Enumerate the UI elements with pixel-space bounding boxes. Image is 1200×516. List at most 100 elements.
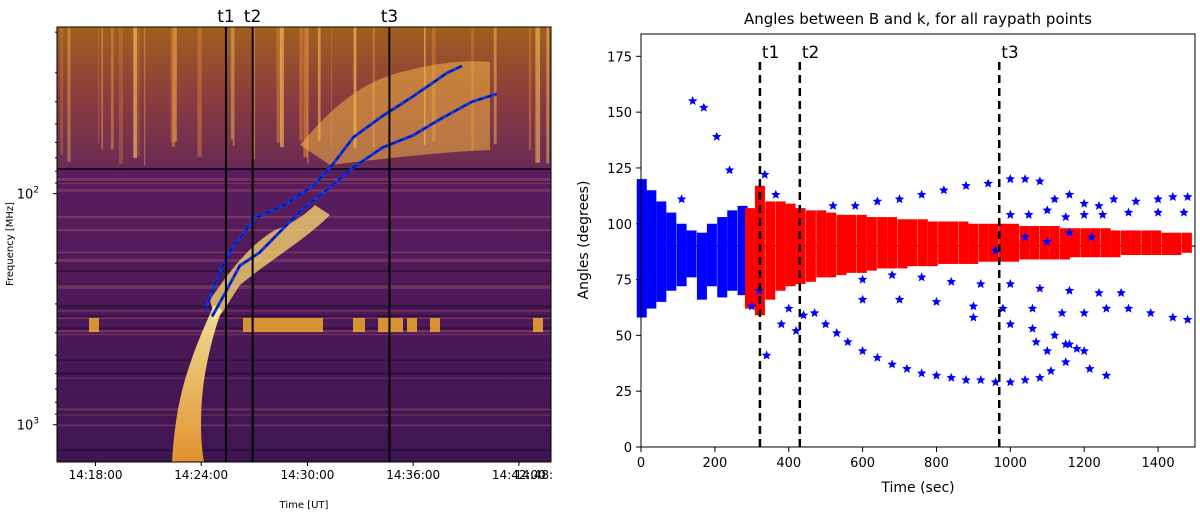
angle-star: [712, 131, 722, 141]
red-columns-column: [1059, 228, 1070, 260]
hf-vertical-stripe: [97, 27, 100, 143]
red-columns-column: [1120, 230, 1131, 256]
angle-star: [1145, 308, 1156, 318]
band-boundary: [57, 168, 551, 170]
angle-star: [1064, 189, 1075, 199]
hf-vertical-stripe: [330, 27, 333, 147]
lf-horizontal-stripe: [57, 414, 551, 416]
blue-columns-column: [706, 223, 717, 287]
angle-star: [747, 301, 757, 311]
red-columns-column: [917, 219, 928, 267]
burst-hf-glow: [300, 61, 490, 165]
red-columns-column: [999, 223, 1010, 262]
right-y-axis-label: Angles (degrees): [576, 181, 592, 300]
angle-star: [1005, 319, 1016, 329]
red-columns-column: [948, 221, 959, 264]
left-x-tick-label: 14:36:00: [386, 468, 440, 482]
tick-base: 10: [17, 188, 34, 203]
angle-star: [1168, 312, 1178, 322]
angle-star: [961, 375, 971, 385]
angle-star: [1079, 198, 1089, 208]
right-x-tick-label: 1400: [1142, 456, 1175, 471]
time-markers: [224, 27, 391, 462]
time-marker-label-t3: t3: [1001, 43, 1018, 63]
red-columns-column: [1161, 232, 1172, 256]
angle-star: [894, 194, 905, 204]
angle-star: [820, 319, 831, 329]
hf-vertical-stripe: [144, 27, 146, 166]
red-columns-column: [988, 223, 999, 262]
angle-star: [676, 194, 687, 204]
red-columns-column: [1019, 225, 1030, 260]
red-columns-column: [938, 221, 949, 264]
angle-star: [1097, 209, 1108, 219]
left-x-axis-label: Time [UT]: [279, 500, 329, 511]
red-columns-column: [856, 214, 867, 273]
red-columns-column: [826, 212, 837, 278]
red-columns-column: [907, 219, 918, 267]
red-columns-column: [968, 223, 979, 264]
time-marker-labels: t1 t2 t3: [217, 7, 398, 27]
angle-star: [916, 272, 927, 282]
right-y-tick-label: 125: [607, 162, 632, 177]
hf-vertical-stripe: [535, 27, 541, 163]
red-columns-column: [805, 210, 816, 282]
lf-horizontal-stripe: [57, 287, 551, 289]
angle-star: [1079, 209, 1089, 219]
hf-vertical-stripe: [299, 27, 303, 141]
left-x-tick-label: 14:24:00: [174, 468, 228, 482]
blue-columns-column: [737, 205, 748, 296]
right-axes-frame: [640, 33, 1196, 448]
lf-horizontal-stripe: [57, 408, 551, 411]
hf-vertical-stripe: [493, 27, 497, 145]
burst-lf-glow: [210, 205, 330, 320]
tick-base: 10: [17, 419, 34, 434]
angle-star: [990, 377, 1001, 387]
lf-horizontal-stripe: [57, 259, 551, 262]
red-columns-column: [785, 203, 796, 287]
angle-star: [976, 375, 986, 385]
angle-star: [1072, 343, 1082, 353]
angle-star: [1109, 194, 1119, 204]
hf-vertical-stripe: [546, 27, 550, 164]
angle-star: [1131, 196, 1141, 206]
blue-columns-column: [646, 190, 657, 309]
angle-scatter-panel: t1 t2 t3 0 200 400 600 800 1000 1200 1400 0 25 50 75…: [576, 10, 1196, 496]
lf-horizontal-stripe: [57, 305, 551, 309]
angle-star: [857, 346, 868, 356]
lf-horizontal-stripe: [57, 424, 551, 427]
angle-star: [1005, 279, 1016, 289]
angle-star: [1179, 207, 1189, 217]
red-columns-column: [1009, 223, 1020, 262]
angle-star: [776, 319, 787, 329]
angle-star: [931, 370, 942, 380]
angle-star: [832, 328, 842, 338]
burst-track-fit-upper-front: [204, 65, 463, 311]
left-x-tick-label: 14:18:00: [69, 468, 123, 482]
angle-star: [1086, 232, 1097, 242]
red-columns-column: [1049, 225, 1060, 260]
angle-star: [857, 274, 868, 284]
angle-star: [1046, 366, 1056, 376]
right-y-tick-label: 75: [615, 274, 632, 289]
angle-star: [791, 325, 801, 335]
red-columns-column: [897, 219, 908, 269]
tick-exponent: 3: [33, 417, 39, 427]
hf-vertical-stripe: [276, 27, 282, 143]
time-marker-label-t2: t2: [802, 43, 819, 63]
right-y-tick-label: 100: [607, 218, 632, 233]
time-marker-label-t2: t2: [244, 7, 261, 27]
lf-horizontal-stripe: [57, 270, 551, 272]
right-x-tick-label: 1000: [994, 456, 1027, 471]
red-columns-column: [1151, 230, 1162, 256]
hf-vertical-stripe: [67, 27, 71, 162]
hf-vertical-stripe: [171, 27, 176, 147]
angle-star: [1116, 288, 1126, 297]
angle-star: [1020, 232, 1030, 242]
angle-star: [828, 200, 838, 210]
lf-horizontal-stripe: [57, 284, 551, 288]
angle-star: [1094, 200, 1104, 210]
lf-horizontal-stripe: [57, 449, 551, 452]
angle-star: [902, 363, 912, 373]
hf-vertical-stripe: [170, 27, 175, 143]
